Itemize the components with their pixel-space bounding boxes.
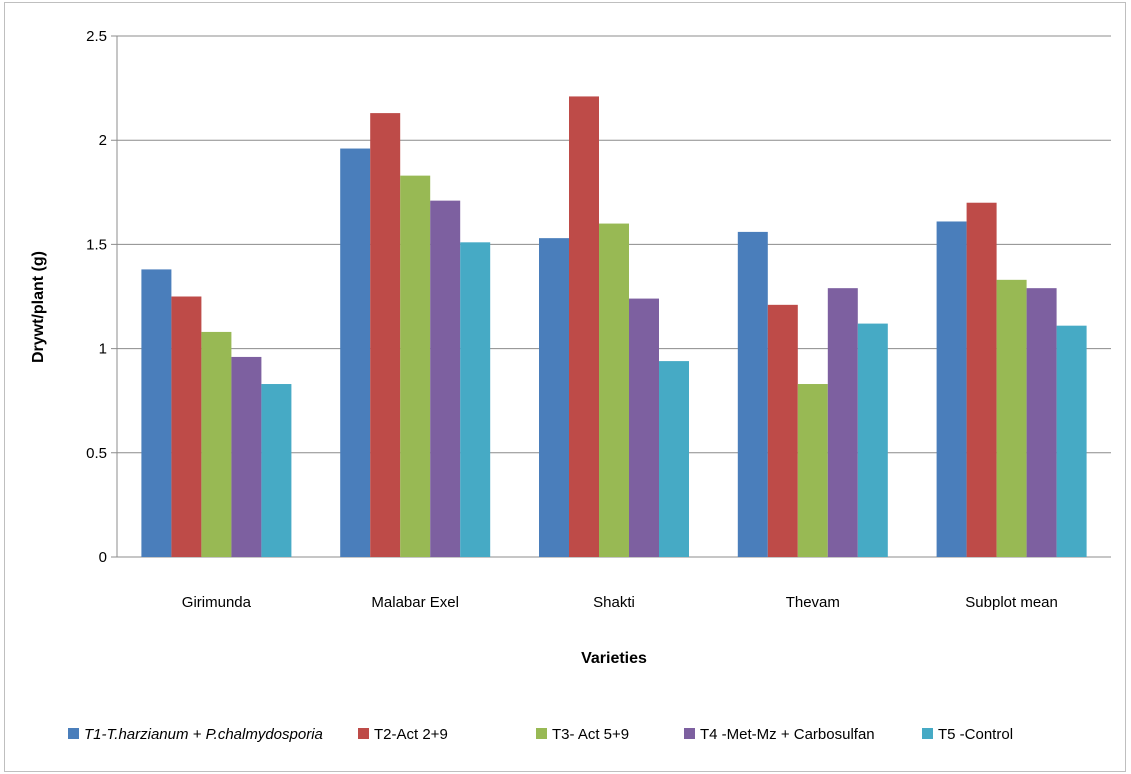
bar [827, 288, 858, 557]
bar [966, 202, 997, 557]
legend-entry: T4 -Met-Mz + Carbosulfan [700, 726, 875, 743]
bar [797, 384, 828, 557]
legend-entry: T1-T.harzianum + P.chalmydosporia [84, 726, 323, 743]
legend-swatch [684, 728, 695, 739]
y-tick-label: 0.5 [86, 445, 107, 462]
legend-swatch [358, 728, 369, 739]
legend: T1-T.harzianum + P.chalmydosporia T2-Act … [68, 726, 1013, 743]
y-tick-label: 1.5 [86, 236, 107, 253]
y-tick-label: 2.5 [86, 28, 107, 45]
category-label: Subplot mean [965, 594, 1058, 611]
bar [231, 356, 262, 557]
bars [141, 96, 1087, 558]
legend-entry: T3- Act 5+9 [552, 726, 629, 743]
bar [767, 304, 798, 557]
bar [201, 331, 232, 557]
category-labels: Girimunda Malabar Exel Shakti Thevam Subplot… [182, 594, 1058, 611]
x-axis-title: Varieties [581, 650, 647, 667]
bar [996, 279, 1027, 557]
y-tick-label: 1 [99, 341, 107, 358]
bar [629, 298, 659, 557]
bar [737, 231, 768, 557]
bar [659, 361, 689, 557]
bar [1026, 288, 1057, 557]
category-label: Shakti [593, 594, 635, 611]
y-axis-title: Drywt/plant (g) [30, 251, 47, 363]
y-tick-label: 2 [99, 132, 107, 149]
category-label: Thevam [786, 594, 840, 611]
bar [569, 96, 599, 557]
legend-entry: T2-Act 2+9 [374, 726, 448, 743]
bar [340, 148, 371, 557]
legend-swatch [922, 728, 933, 739]
category-label: Girimunda [182, 594, 252, 611]
category-label: Malabar Exel [371, 594, 459, 611]
bar [171, 296, 202, 557]
bar [599, 223, 629, 557]
legend-entry: T5 -Control [938, 726, 1013, 743]
bar [141, 269, 172, 557]
legend-swatch [536, 728, 547, 739]
legend-swatch [68, 728, 79, 739]
bar [370, 113, 401, 557]
y-tick-label: 0 [99, 549, 107, 566]
y-tick-labels: 0 0.5 1 1.5 2 2.5 [86, 28, 107, 566]
bar [1056, 325, 1087, 557]
bar [857, 323, 888, 557]
bar [430, 200, 461, 558]
bar [460, 242, 491, 558]
bar [936, 221, 967, 557]
bar [400, 175, 431, 558]
bar [539, 238, 569, 557]
bar [261, 384, 292, 557]
